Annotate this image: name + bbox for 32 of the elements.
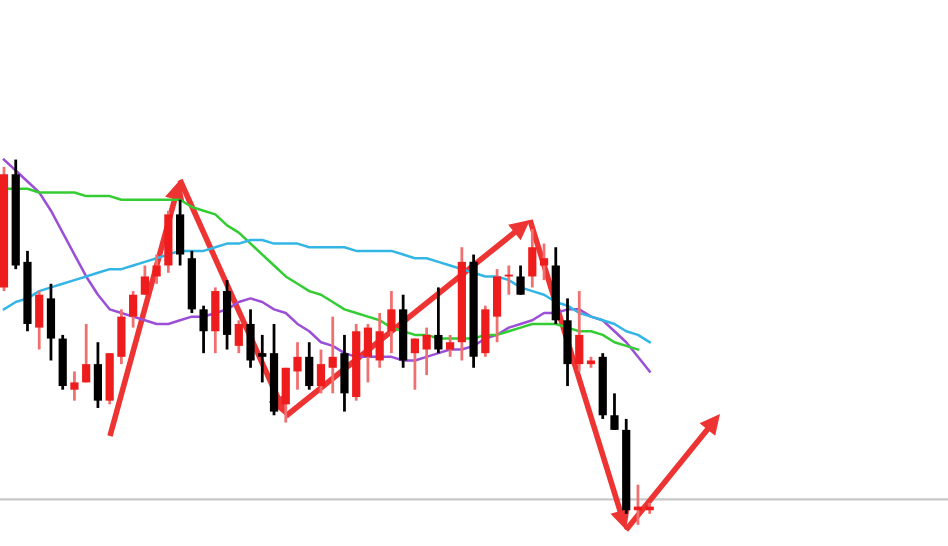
candlestick (387, 289, 396, 355)
candlestick (140, 264, 149, 297)
candlestick (305, 340, 314, 392)
candlestick (363, 322, 373, 384)
candlestick (422, 326, 431, 377)
candlestick (610, 391, 619, 432)
candlestick (528, 227, 537, 289)
candlestick (375, 311, 384, 370)
candlestick (539, 242, 549, 282)
candlestick (35, 289, 44, 351)
candlestick (328, 315, 337, 395)
candlestick (93, 340, 103, 410)
candlestick (129, 289, 138, 329)
candlestick (234, 318, 243, 355)
candlestick (211, 286, 220, 355)
candlestick (58, 333, 67, 392)
candlestick (434, 286, 443, 355)
candlestick (481, 304, 490, 359)
candlestick (46, 282, 56, 362)
candlestick (199, 304, 208, 355)
candlestick (575, 289, 584, 373)
candlestick (563, 296, 572, 388)
candlestick (492, 267, 502, 344)
candlestick (70, 370, 79, 403)
candlestick (222, 278, 232, 351)
candlestick (516, 264, 525, 297)
candlestick (340, 333, 349, 413)
candlestick (175, 198, 185, 267)
candlestick (446, 333, 455, 359)
candlestick (410, 337, 420, 392)
candlestick (82, 322, 91, 384)
candlestick (316, 348, 326, 395)
